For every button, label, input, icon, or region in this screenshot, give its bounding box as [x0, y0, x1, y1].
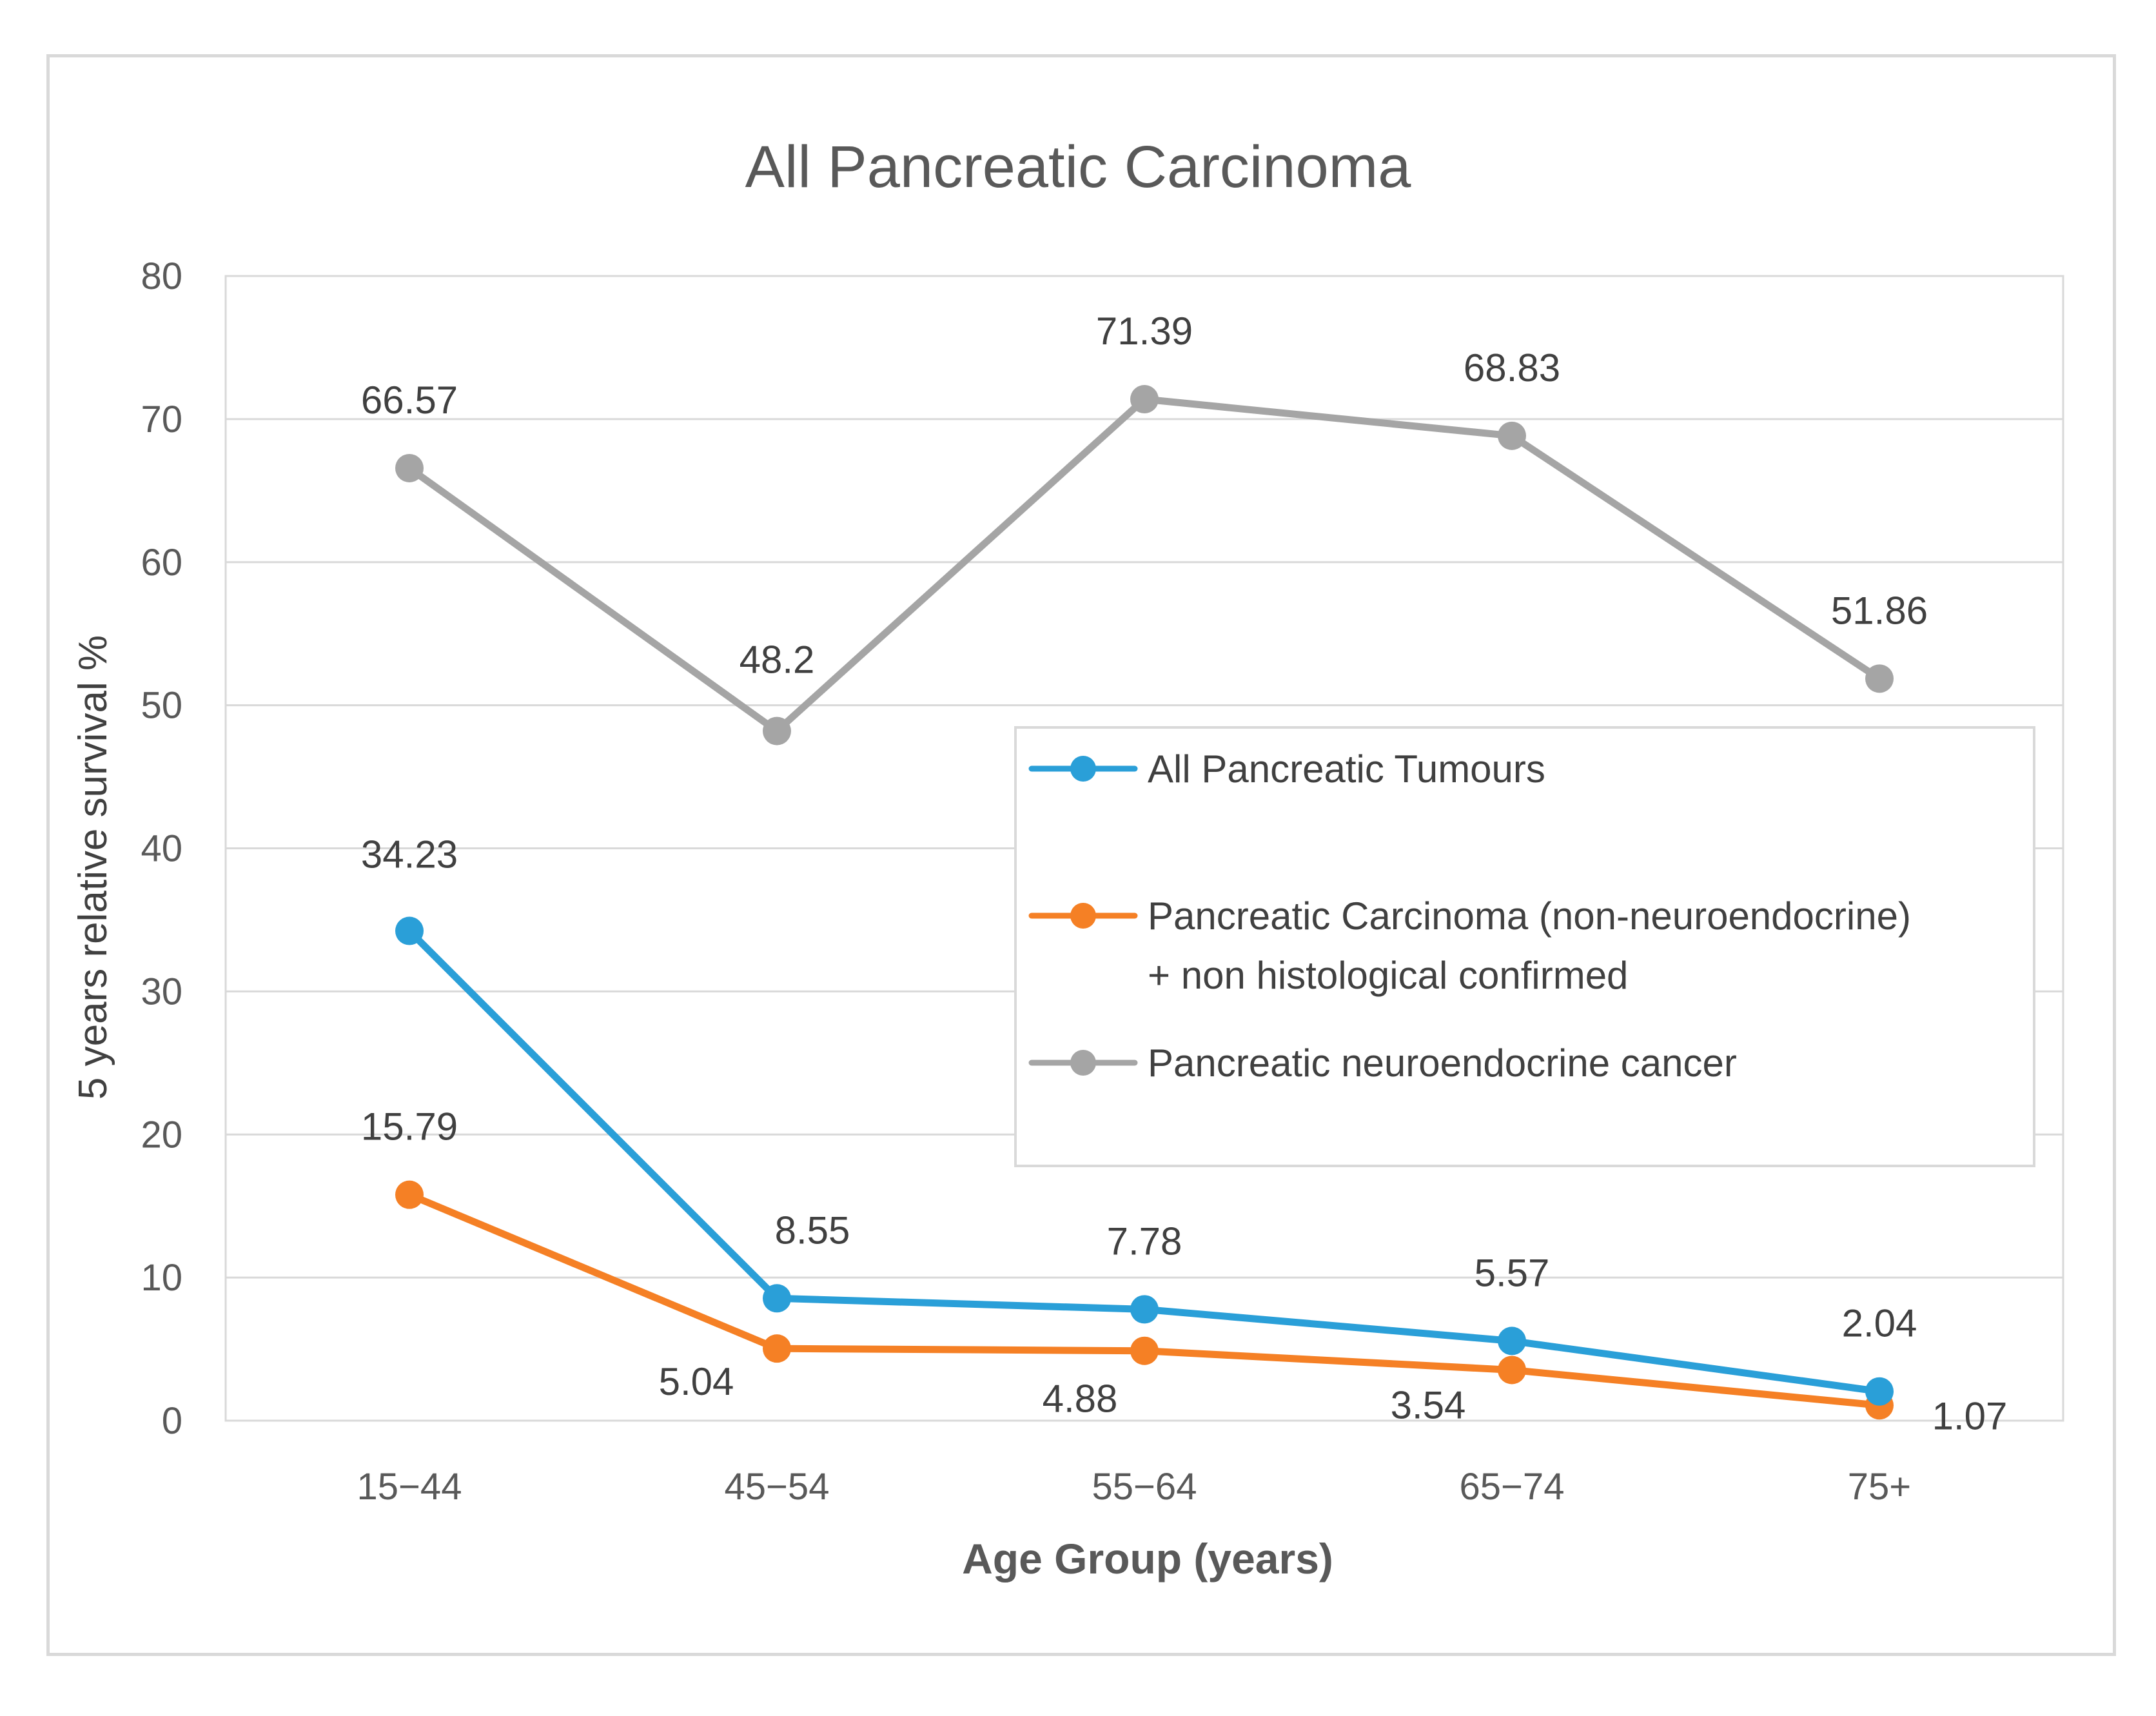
- x-tick-label-2: 55−64: [1092, 1466, 1197, 1508]
- data-point-s1-0: [395, 1180, 424, 1209]
- legend: All Pancreatic Tumours Pancreatic Carcin…: [1014, 726, 2035, 1167]
- data-label-s0-0: 34.23: [361, 833, 458, 876]
- data-point-s2-4: [1865, 664, 1894, 693]
- data-label-s1-1: 5.04: [659, 1360, 734, 1403]
- y-axis-ticks: 0 10 20 30 40 50 60 70 80: [141, 255, 182, 1442]
- y-tick-label-80: 80: [141, 255, 182, 297]
- y-axis-label: 5 years relative survival %: [71, 635, 115, 1100]
- legend-box: [1014, 726, 2035, 1167]
- data-point-s2-3: [1498, 421, 1526, 450]
- y-tick-label-0: 0: [162, 1400, 182, 1442]
- legend-label-carcinoma-line1: Pancreatic Carcinoma (non-neuroendocrine…: [1148, 894, 1911, 938]
- data-label-s0-3: 5.57: [1475, 1251, 1550, 1294]
- data-point-s1-2: [1130, 1336, 1159, 1365]
- series-line-2: [406, 395, 1883, 735]
- legend-label-carcinoma-line2: + non histological confirmed: [1148, 954, 1628, 997]
- data-label-s2-2: 71.39: [1096, 310, 1193, 353]
- series-layer: [395, 385, 1894, 1420]
- chart-title: All Pancreatic Carcinoma: [745, 134, 1412, 200]
- data-label-s2-4: 51.86: [1831, 589, 1928, 632]
- data-point-s2-2: [1130, 385, 1159, 414]
- data-label-s1-2: 4.88: [1043, 1377, 1118, 1421]
- y-tick-label-50: 50: [141, 685, 182, 727]
- data-point-s2-0: [395, 453, 424, 482]
- legend-item-neuroendocrine: Pancreatic neuroendocrine cancer: [1028, 1041, 1737, 1085]
- x-axis-ticks: 15−44 45−54 55−64 65−74 75+: [357, 1466, 1912, 1508]
- legend-label-neuroendocrine: Pancreatic neuroendocrine cancer: [1148, 1041, 1737, 1085]
- x-tick-label-3: 65−74: [1460, 1466, 1565, 1508]
- y-tick-label-60: 60: [141, 542, 182, 584]
- data-label-s2-3: 68.83: [1464, 346, 1560, 390]
- data-label-s1-4: 1.07: [1932, 1394, 2008, 1437]
- y-tick-label-30: 30: [141, 971, 182, 1012]
- data-point-s1-3: [1498, 1356, 1526, 1385]
- legend-item-carcinoma: Pancreatic Carcinoma (non-neuroendocrine…: [1028, 894, 1911, 997]
- x-tick-label-1: 45−54: [725, 1466, 830, 1508]
- legend-marker-2: [1070, 1050, 1096, 1076]
- data-label-s1-3: 3.54: [1391, 1383, 1466, 1426]
- data-point-s0-4: [1865, 1377, 1894, 1406]
- data-label-s2-0: 66.57: [361, 379, 458, 422]
- data-point-s1-1: [763, 1334, 791, 1363]
- data-point-s0-2: [1130, 1295, 1159, 1324]
- data-label-s0-1: 8.55: [775, 1208, 850, 1252]
- y-tick-label-20: 20: [141, 1114, 182, 1156]
- y-tick-label-40: 40: [141, 828, 182, 870]
- data-label-s0-4: 2.04: [1842, 1302, 1917, 1345]
- y-tick-label-70: 70: [141, 399, 182, 440]
- legend-label-all-tumours: All Pancreatic Tumours: [1148, 747, 1545, 791]
- data-label-s0-2: 7.78: [1107, 1219, 1182, 1263]
- data-label-s2-1: 48.2: [740, 638, 815, 682]
- data-point-s0-3: [1498, 1326, 1526, 1356]
- data-point-s0-1: [763, 1284, 791, 1313]
- legend-item-all-tumours: All Pancreatic Tumours: [1028, 747, 1545, 791]
- legend-marker-0: [1070, 756, 1096, 782]
- x-tick-label-4: 75+: [1848, 1466, 1911, 1508]
- x-tick-label-0: 15−44: [357, 1466, 462, 1508]
- y-tick-label-10: 10: [141, 1257, 182, 1299]
- data-labels: 34.23 8.55 7.78 5.57 2.04 15.79 5.04 4.88 3.54 1.…: [361, 310, 2007, 1437]
- data-label-s1-0: 15.79: [361, 1105, 458, 1149]
- data-point-s0-0: [395, 916, 424, 945]
- x-axis-label: Age Group (years): [962, 1535, 1333, 1583]
- legend-marker-1: [1070, 903, 1096, 929]
- data-point-s2-1: [763, 716, 791, 745]
